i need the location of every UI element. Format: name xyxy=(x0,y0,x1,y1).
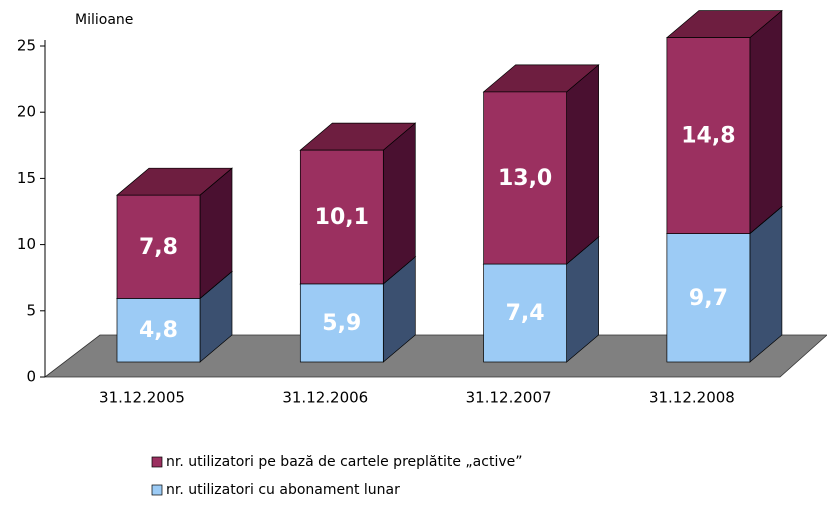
y-tick-label: 25 xyxy=(17,37,36,55)
y-tick-label: 5 xyxy=(26,301,36,319)
bar-front xyxy=(116,194,201,299)
bar-segment xyxy=(482,64,600,265)
legend-label: nr. utilizatori cu abonament lunar xyxy=(166,482,400,498)
bar-front xyxy=(666,37,751,234)
y-tick-label: 20 xyxy=(17,103,36,121)
bar-front xyxy=(483,263,567,363)
x-tick-label: 31.12.2006 xyxy=(282,389,368,407)
legend-label: nr. utilizatori pe bază de cartele prepl… xyxy=(166,454,522,470)
x-tick-label: 31.12.2005 xyxy=(99,389,185,407)
bar-segment xyxy=(665,9,783,235)
x-tick-label: 31.12.2007 xyxy=(466,389,552,407)
value-label: 10,1 xyxy=(315,205,369,230)
value-label: 13,0 xyxy=(498,166,552,191)
value-label: 7,8 xyxy=(139,235,178,260)
bar-segment xyxy=(299,122,417,285)
bar-front xyxy=(299,149,384,285)
bar-side xyxy=(749,9,783,235)
legend-swatch xyxy=(151,484,163,496)
value-label: 9,7 xyxy=(689,286,728,311)
bar-side xyxy=(382,122,416,285)
bar-side xyxy=(566,64,599,265)
bar-segment xyxy=(116,167,233,300)
bar-front xyxy=(666,233,751,363)
y-tick-label: 15 xyxy=(17,169,36,187)
y-tick-label: 10 xyxy=(17,235,36,253)
x-tick-label: 31.12.2008 xyxy=(649,389,735,407)
bar-front xyxy=(116,298,201,363)
value-label: 14,8 xyxy=(681,124,735,149)
value-label: 4,8 xyxy=(139,318,178,343)
value-label: 5,9 xyxy=(322,311,361,336)
value-label: 7,4 xyxy=(506,301,545,326)
bar-front xyxy=(483,91,567,265)
legend-swatch xyxy=(151,456,163,468)
floor xyxy=(43,334,827,378)
y-tick-label: 0 xyxy=(26,368,36,386)
y-axis-label: Milioane xyxy=(75,12,133,28)
